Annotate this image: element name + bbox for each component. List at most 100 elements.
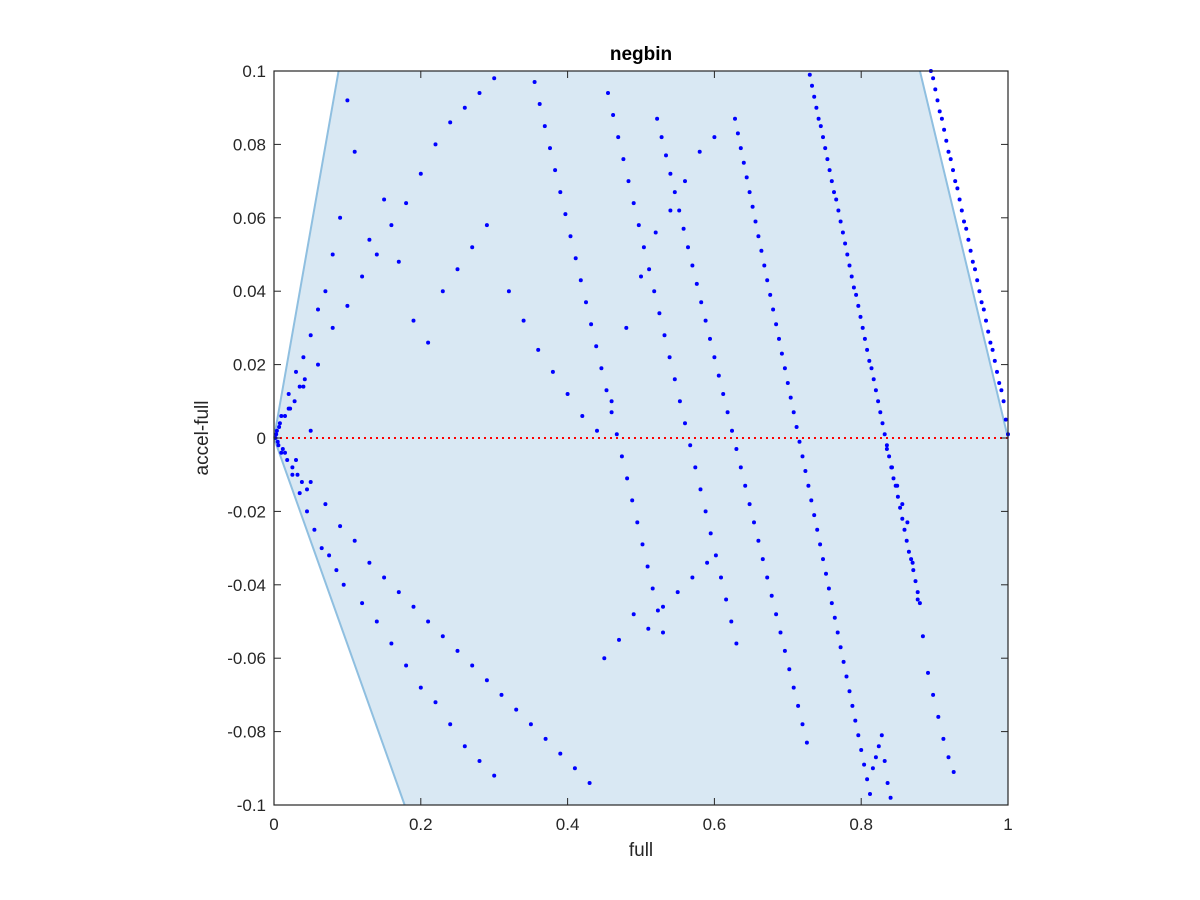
data-point <box>765 575 770 580</box>
data-point <box>631 612 636 617</box>
data-point <box>920 634 925 639</box>
data-point <box>869 366 874 371</box>
data-point <box>568 234 573 239</box>
data-point <box>979 300 984 305</box>
data-point <box>470 663 475 668</box>
data-point <box>433 142 438 147</box>
data-point <box>931 76 936 81</box>
data-point <box>946 149 951 154</box>
data-point <box>787 667 792 672</box>
data-point <box>484 678 489 683</box>
data-point <box>683 421 687 426</box>
data-point <box>286 392 291 396</box>
data-point <box>664 153 668 158</box>
data-point <box>931 692 936 697</box>
data-point <box>587 781 592 785</box>
data-point <box>725 410 730 415</box>
data-point <box>536 347 541 352</box>
data-point <box>803 469 808 473</box>
data-point <box>713 553 718 558</box>
data-point <box>721 392 726 396</box>
data-point <box>655 116 660 121</box>
data-point <box>902 527 907 532</box>
data-point <box>330 252 335 257</box>
data-point <box>646 626 651 631</box>
data-point <box>791 685 796 690</box>
data-point <box>602 656 607 661</box>
data-point <box>862 336 867 341</box>
data-point <box>294 369 298 374</box>
data-point <box>750 204 755 209</box>
data-point <box>876 744 881 749</box>
data-point <box>753 219 758 224</box>
data-point <box>484 223 489 228</box>
data-point <box>537 102 542 106</box>
data-point <box>672 377 677 382</box>
data-point <box>858 314 863 319</box>
data-point <box>308 480 313 484</box>
data-point <box>295 472 300 477</box>
scatter-points <box>273 69 1010 800</box>
data-point <box>499 692 504 697</box>
data-point <box>815 527 820 532</box>
data-point <box>647 267 652 272</box>
data-point <box>661 604 665 609</box>
data-point <box>729 619 734 624</box>
y-tick-label: -0.04 <box>227 576 266 595</box>
data-point <box>926 670 930 675</box>
data-point <box>997 381 1002 385</box>
data-point <box>285 458 290 462</box>
x-tick-label: 0.2 <box>409 815 433 834</box>
data-point <box>821 557 825 562</box>
data-point <box>697 149 702 154</box>
data-point <box>462 105 467 110</box>
data-point <box>693 465 698 470</box>
y-axis-label: accel-full <box>192 401 213 476</box>
data-point <box>708 336 712 341</box>
data-point <box>659 135 664 140</box>
data-point <box>462 744 467 749</box>
data-point <box>995 369 999 374</box>
y-tick-label: 0.02 <box>233 356 266 375</box>
y-tick-label: 0.06 <box>233 209 266 228</box>
data-point <box>887 454 892 459</box>
data-point <box>800 722 805 727</box>
data-point <box>981 307 986 312</box>
data-point <box>738 465 743 470</box>
data-point <box>440 634 445 639</box>
data-point <box>942 127 947 132</box>
data-point <box>275 439 280 444</box>
data-point <box>744 175 749 180</box>
data-point <box>992 358 997 363</box>
y-tick-label: -0.06 <box>227 649 266 668</box>
x-tick-label: 0.4 <box>556 815 580 834</box>
data-point <box>865 347 870 352</box>
data-point <box>851 285 856 290</box>
data-point <box>788 395 793 400</box>
data-point <box>690 575 695 580</box>
data-point <box>448 722 453 727</box>
data-point <box>558 751 563 756</box>
data-point <box>970 259 975 264</box>
data-point <box>705 560 710 565</box>
data-point <box>968 248 973 253</box>
data-point <box>338 215 343 220</box>
region-lower-edge <box>273 437 406 806</box>
data-point <box>619 454 624 459</box>
data-point <box>301 384 306 389</box>
data-point <box>867 358 872 363</box>
data-point <box>944 138 949 143</box>
data-point <box>426 340 431 345</box>
data-point <box>955 186 960 191</box>
data-point <box>845 252 850 257</box>
data-point <box>1003 417 1008 422</box>
data-point <box>856 733 861 738</box>
data-point <box>957 197 962 202</box>
data-point <box>891 476 896 481</box>
data-point <box>870 766 875 771</box>
x-tick-label: 0 <box>269 815 278 834</box>
data-point <box>882 759 887 763</box>
data-point <box>975 278 980 283</box>
data-point <box>589 322 594 327</box>
